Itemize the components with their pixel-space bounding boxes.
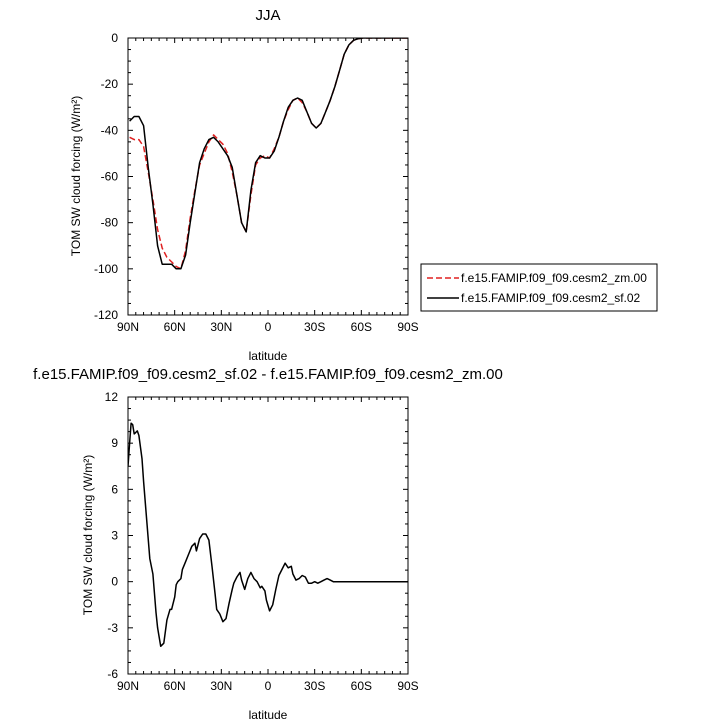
x-tick-label: 90S xyxy=(397,679,418,693)
y-tick-label: 0 xyxy=(111,575,118,589)
x-tick-label: 30N xyxy=(210,320,232,334)
legend-box xyxy=(420,263,658,312)
x-tick-label: 0 xyxy=(265,320,272,334)
y-tick-label: -60 xyxy=(101,170,119,184)
y-tick-label: 12 xyxy=(105,390,119,404)
y-tick-label: -40 xyxy=(101,123,119,137)
x-tick-label: 30S xyxy=(304,320,325,334)
y-tick-label: -6 xyxy=(107,667,118,681)
bottom-axis-ticks: 90N 60N 30N 0 30S 60S 90S 12 9 6 3 0 -3 -6 xyxy=(105,390,419,693)
y-tick-label: 9 xyxy=(111,436,118,450)
bottom-plot-frame xyxy=(127,396,409,675)
x-tick-label: 90N xyxy=(117,679,139,693)
x-tick-label: 90N xyxy=(117,320,139,334)
x-tick-label: 30S xyxy=(304,679,325,693)
x-tick-label: 60N xyxy=(164,679,186,693)
x-tick-label: 60N xyxy=(164,320,186,334)
series-line-0-1 xyxy=(129,38,408,270)
bottom-panel: f.e15.FAMIP.f09_f09.cesm2_sf.02 - f.e15.… xyxy=(33,366,503,722)
y-tick-label: 6 xyxy=(111,482,118,496)
top-y-axis-label: TOM SW cloud forcing (W/m²) xyxy=(69,96,83,256)
top-x-axis-label: latitude xyxy=(249,349,288,363)
top-plot-area xyxy=(129,38,408,270)
bottom-x-axis-label: latitude xyxy=(249,708,288,722)
x-tick-label: 60S xyxy=(351,320,372,334)
top-plot-frame xyxy=(127,37,409,316)
bottom-chart-title: f.e15.FAMIP.f09_f09.cesm2_sf.02 - f.e15.… xyxy=(33,366,503,383)
top-axis-ticks: 90N 60N 30N 0 30S 60S 90S 0 -20 -40 -60 -80 -100 -120 xyxy=(94,31,419,334)
y-tick-label: -120 xyxy=(94,308,118,322)
series-line-1-0 xyxy=(128,422,408,648)
series-line-0-0 xyxy=(129,38,408,270)
x-tick-label: 0 xyxy=(265,679,272,693)
y-tick-label: -80 xyxy=(101,216,119,230)
legend-label-sf: f.e15.FAMIP.f09_f09.cesm2_sf.02 xyxy=(461,291,641,305)
y-tick-label: -100 xyxy=(94,262,118,276)
y-tick-label: 3 xyxy=(111,529,118,543)
bottom-y-axis-label: TOM SW cloud forcing (W/m²) xyxy=(81,455,95,615)
x-tick-label: 60S xyxy=(351,679,372,693)
top-chart-title: JJA xyxy=(255,7,280,24)
x-tick-label: 90S xyxy=(397,320,418,334)
y-tick-label: 0 xyxy=(111,31,118,45)
legend-label-zm: f.e15.FAMIP.f09_f09.cesm2_zm.00 xyxy=(461,271,647,285)
bottom-plot-area xyxy=(128,422,408,648)
legend: f.e15.FAMIP.f09_f09.cesm2_zm.00 f.e15.FA… xyxy=(420,263,658,312)
top-panel: JJA 90N 60N 30N 0 30S 60S 90S 0 -20 -40 -60 -80 -100… xyxy=(69,7,419,363)
x-tick-label: 30N xyxy=(210,679,232,693)
y-tick-label: -20 xyxy=(101,77,119,91)
y-tick-label: -3 xyxy=(107,621,118,635)
